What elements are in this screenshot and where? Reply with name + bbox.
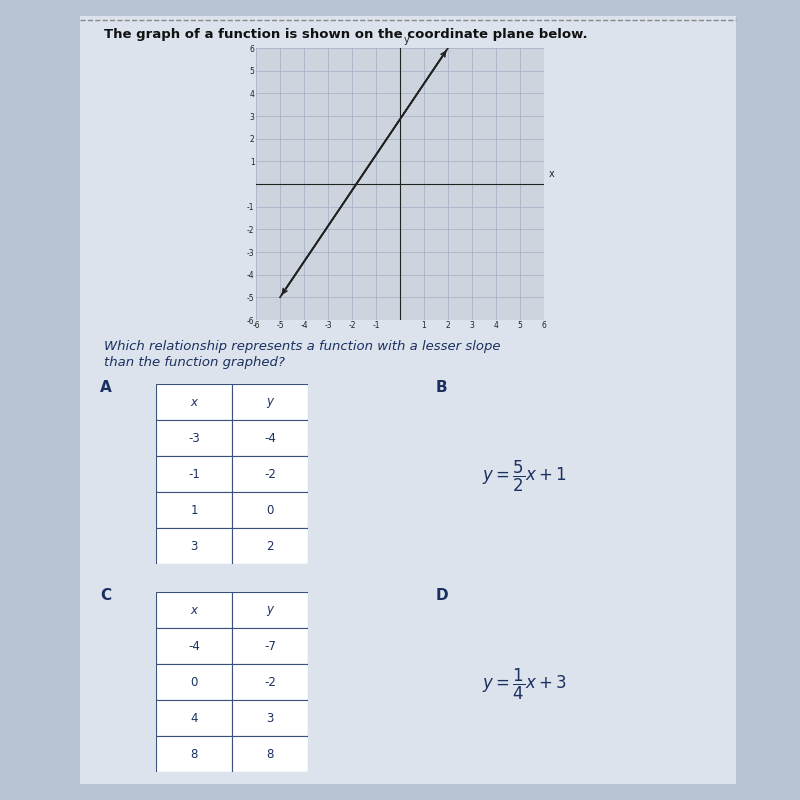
Text: C: C bbox=[100, 588, 111, 603]
Text: x: x bbox=[190, 395, 198, 409]
Text: 0: 0 bbox=[266, 503, 274, 517]
Bar bbox=[156, 628, 232, 664]
Bar bbox=[156, 736, 232, 772]
Text: y: y bbox=[266, 395, 274, 409]
Bar bbox=[232, 456, 308, 492]
Text: 2: 2 bbox=[266, 539, 274, 553]
Bar bbox=[156, 528, 232, 564]
Text: x: x bbox=[190, 603, 198, 617]
Bar bbox=[232, 628, 308, 664]
Bar bbox=[156, 384, 232, 420]
Text: 3: 3 bbox=[266, 711, 274, 725]
Text: -4: -4 bbox=[188, 639, 200, 653]
Bar bbox=[156, 456, 232, 492]
Text: x: x bbox=[549, 170, 554, 179]
Text: y: y bbox=[404, 34, 410, 45]
Text: 1: 1 bbox=[190, 503, 198, 517]
Bar bbox=[156, 592, 232, 628]
Text: $y = \dfrac{5}{2}x + 1$: $y = \dfrac{5}{2}x + 1$ bbox=[482, 458, 566, 494]
Text: 3: 3 bbox=[190, 539, 198, 553]
Bar bbox=[232, 528, 308, 564]
Bar bbox=[232, 736, 308, 772]
Text: A: A bbox=[100, 380, 112, 395]
Text: $y = \dfrac{1}{4}x + 3$: $y = \dfrac{1}{4}x + 3$ bbox=[482, 666, 566, 702]
Text: -2: -2 bbox=[264, 467, 276, 481]
Text: B: B bbox=[436, 380, 448, 395]
Text: -1: -1 bbox=[188, 467, 200, 481]
Bar bbox=[156, 492, 232, 528]
Bar bbox=[232, 420, 308, 456]
Text: -3: -3 bbox=[188, 431, 200, 445]
Text: Which relationship represents a function with a lesser slope: Which relationship represents a function… bbox=[104, 340, 501, 353]
Text: y: y bbox=[266, 603, 274, 617]
Bar bbox=[156, 700, 232, 736]
Text: The graph of a function is shown on the coordinate plane below.: The graph of a function is shown on the … bbox=[104, 28, 588, 41]
Bar bbox=[232, 592, 308, 628]
Text: -2: -2 bbox=[264, 675, 276, 689]
Bar bbox=[232, 492, 308, 528]
Text: 8: 8 bbox=[266, 747, 274, 761]
Bar bbox=[232, 384, 308, 420]
Text: 0: 0 bbox=[190, 675, 198, 689]
Bar bbox=[156, 664, 232, 700]
Text: -4: -4 bbox=[264, 431, 276, 445]
Text: 4: 4 bbox=[190, 711, 198, 725]
Text: D: D bbox=[436, 588, 449, 603]
Bar bbox=[232, 664, 308, 700]
Text: than the function graphed?: than the function graphed? bbox=[104, 356, 285, 369]
Text: 8: 8 bbox=[190, 747, 198, 761]
Bar bbox=[156, 420, 232, 456]
Text: -7: -7 bbox=[264, 639, 276, 653]
Bar bbox=[232, 700, 308, 736]
